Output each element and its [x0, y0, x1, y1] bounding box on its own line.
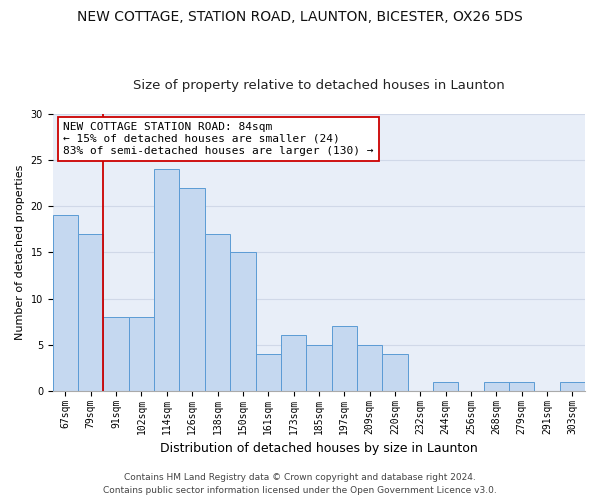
Bar	[509, 382, 535, 391]
Bar	[129, 317, 154, 391]
Bar	[154, 170, 179, 391]
Title: Size of property relative to detached houses in Launton: Size of property relative to detached ho…	[133, 79, 505, 92]
Y-axis label: Number of detached properties: Number of detached properties	[15, 164, 25, 340]
Text: NEW COTTAGE, STATION ROAD, LAUNTON, BICESTER, OX26 5DS: NEW COTTAGE, STATION ROAD, LAUNTON, BICE…	[77, 10, 523, 24]
Text: Contains HM Land Registry data © Crown copyright and database right 2024.
Contai: Contains HM Land Registry data © Crown c…	[103, 473, 497, 495]
Bar	[484, 382, 509, 391]
Bar	[332, 326, 357, 391]
Bar	[382, 354, 407, 391]
Bar	[230, 252, 256, 391]
Bar	[78, 234, 103, 391]
X-axis label: Distribution of detached houses by size in Launton: Distribution of detached houses by size …	[160, 442, 478, 455]
Bar	[433, 382, 458, 391]
Text: NEW COTTAGE STATION ROAD: 84sqm
← 15% of detached houses are smaller (24)
83% of: NEW COTTAGE STATION ROAD: 84sqm ← 15% of…	[64, 122, 374, 156]
Bar	[53, 216, 78, 391]
Bar	[357, 344, 382, 391]
Bar	[560, 382, 585, 391]
Bar	[281, 336, 306, 391]
Bar	[306, 344, 332, 391]
Bar	[179, 188, 205, 391]
Bar	[256, 354, 281, 391]
Bar	[205, 234, 230, 391]
Bar	[103, 317, 129, 391]
